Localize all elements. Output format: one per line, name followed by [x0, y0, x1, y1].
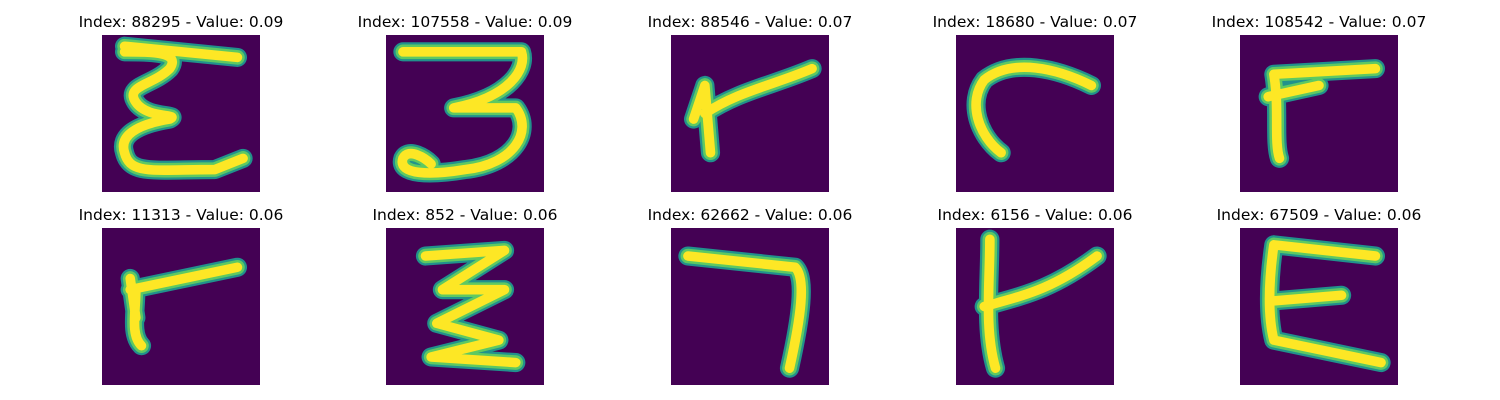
- stroke-core: [979, 234, 1102, 373]
- stroke-core: [420, 245, 521, 368]
- stroke-core: [688, 63, 817, 158]
- panel-title: Index: 107558 - Value: 0.09: [357, 13, 573, 31]
- image-panel: Index: 88295 - Value: 0.09: [61, 12, 301, 197]
- panel-title: Index: 88295 - Value: 0.09: [78, 13, 284, 31]
- handwritten-glyph-image: [671, 228, 829, 385]
- panel-title: Index: 18680 - Value: 0.07: [932, 13, 1138, 31]
- stroke-core: [1263, 63, 1381, 164]
- panel-title: Index: 11313 - Value: 0.06: [78, 206, 284, 224]
- image-panel: Index: 11313 - Value: 0.06: [61, 205, 301, 390]
- handwritten-glyph-image: [102, 228, 260, 385]
- stroke-core: [971, 62, 1097, 158]
- stroke-core: [683, 251, 807, 373]
- panel-title: Index: 108542 - Value: 0.07: [1211, 13, 1427, 31]
- handwritten-glyph-image: [1240, 35, 1398, 192]
- panel-title: Index: 6156 - Value: 0.06: [937, 206, 1133, 224]
- stroke-core: [397, 47, 528, 178]
- handwritten-glyph-image: [102, 35, 260, 192]
- image-panel: Index: 6156 - Value: 0.06: [915, 205, 1155, 390]
- panel-title: Index: 88546 - Value: 0.07: [647, 13, 853, 31]
- panel-title: Index: 67509 - Value: 0.06: [1216, 206, 1422, 224]
- handwritten-glyph-image: [1240, 228, 1398, 385]
- image-panel: Index: 88546 - Value: 0.07: [630, 12, 870, 197]
- image-panel: Index: 18680 - Value: 0.07: [915, 12, 1155, 197]
- handwritten-glyph-image: [956, 35, 1114, 192]
- handwritten-glyph-image: [956, 228, 1114, 385]
- stroke-core: [118, 41, 248, 175]
- handwritten-glyph-image: [386, 228, 544, 385]
- panel-title: Index: 62662 - Value: 0.06: [647, 206, 853, 224]
- handwritten-glyph-image: [386, 35, 544, 192]
- stroke-core: [125, 262, 243, 351]
- handwritten-glyph-image: [671, 35, 829, 192]
- image-panel: Index: 67509 - Value: 0.06: [1199, 205, 1439, 390]
- image-background: [1240, 35, 1398, 192]
- panel-title: Index: 852 - Value: 0.06: [372, 206, 558, 224]
- image-panel: Index: 108542 - Value: 0.07: [1199, 12, 1439, 197]
- image-panel: Index: 62662 - Value: 0.06: [630, 205, 870, 390]
- stroke-core: [1264, 240, 1386, 368]
- image-panel: Index: 852 - Value: 0.06: [345, 205, 585, 390]
- image-panel: Index: 107558 - Value: 0.09: [345, 12, 585, 197]
